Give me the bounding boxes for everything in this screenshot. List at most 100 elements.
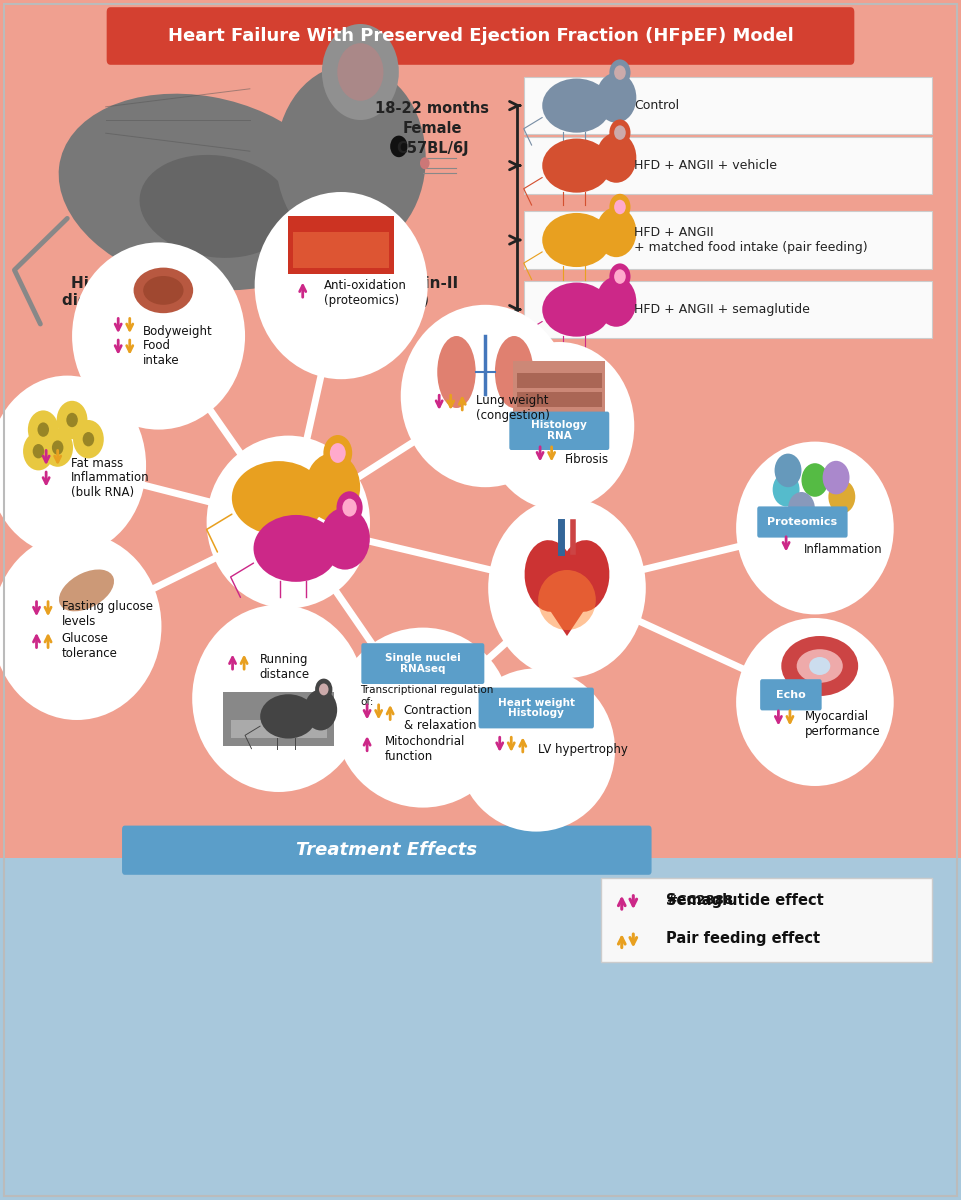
Circle shape <box>596 72 636 122</box>
Circle shape <box>33 444 44 458</box>
Text: HFD + ANGII + vehicle: HFD + ANGII + vehicle <box>634 160 777 172</box>
Ellipse shape <box>542 212 611 268</box>
Circle shape <box>614 125 626 140</box>
Ellipse shape <box>809 658 830 674</box>
Ellipse shape <box>457 668 615 832</box>
Text: Food
intake: Food intake <box>143 338 180 367</box>
Circle shape <box>609 59 630 85</box>
Circle shape <box>305 689 337 731</box>
Circle shape <box>57 401 87 439</box>
Circle shape <box>614 65 626 80</box>
Circle shape <box>23 432 54 470</box>
Ellipse shape <box>254 515 338 582</box>
Ellipse shape <box>495 336 533 408</box>
FancyBboxPatch shape <box>757 506 848 538</box>
Ellipse shape <box>333 238 357 259</box>
Text: Treatment Effects: Treatment Effects <box>296 841 478 859</box>
Ellipse shape <box>260 695 316 738</box>
Ellipse shape <box>361 236 388 259</box>
FancyBboxPatch shape <box>524 77 932 134</box>
Ellipse shape <box>192 605 365 792</box>
Bar <box>293 232 389 268</box>
Text: HFD + ANGII + semaglutide: HFD + ANGII + semaglutide <box>634 304 810 316</box>
Circle shape <box>28 410 59 449</box>
FancyBboxPatch shape <box>509 412 609 450</box>
Ellipse shape <box>143 276 184 305</box>
Text: Inflammation: Inflammation <box>803 544 882 556</box>
Circle shape <box>614 269 626 284</box>
Text: Myocardial
performance: Myocardial performance <box>805 709 881 738</box>
Ellipse shape <box>736 442 894 614</box>
Ellipse shape <box>139 155 293 258</box>
Circle shape <box>823 461 850 494</box>
Text: Inflammation
(bulk RNA): Inflammation (bulk RNA) <box>71 470 150 499</box>
Ellipse shape <box>401 305 570 487</box>
Ellipse shape <box>207 436 370 608</box>
Text: #CC2888: #CC2888 <box>666 894 733 906</box>
Circle shape <box>609 193 630 221</box>
FancyBboxPatch shape <box>122 826 652 875</box>
Circle shape <box>596 133 636 182</box>
FancyBboxPatch shape <box>524 281 932 338</box>
Bar <box>288 216 394 274</box>
Circle shape <box>323 436 353 472</box>
Text: HFD + ANGII
+ matched food intake (pair feeding): HFD + ANGII + matched food intake (pair … <box>634 226 868 254</box>
Text: Heart weight
Histology: Heart weight Histology <box>498 697 575 719</box>
Circle shape <box>801 463 828 497</box>
Ellipse shape <box>484 342 634 510</box>
Ellipse shape <box>542 78 611 133</box>
FancyBboxPatch shape <box>601 878 932 962</box>
Ellipse shape <box>134 268 193 313</box>
Circle shape <box>390 136 407 157</box>
FancyBboxPatch shape <box>524 211 932 269</box>
Circle shape <box>42 428 73 467</box>
Ellipse shape <box>255 192 428 379</box>
Ellipse shape <box>59 570 114 611</box>
Text: Mitochondrial
function: Mitochondrial function <box>384 734 465 763</box>
Text: Semaglutide effect: Semaglutide effect <box>666 893 824 907</box>
Ellipse shape <box>781 636 858 696</box>
Circle shape <box>788 492 815 526</box>
Text: Control: Control <box>634 100 679 112</box>
Text: Running
distance: Running distance <box>259 653 309 682</box>
Text: Glucose
tolerance: Glucose tolerance <box>62 631 117 660</box>
Text: Fasting glucose
levels: Fasting glucose levels <box>62 600 153 629</box>
Ellipse shape <box>341 217 370 244</box>
Text: Angiotensin-II
(ANGII): Angiotensin-II (ANGII) <box>339 276 459 308</box>
Ellipse shape <box>542 138 611 193</box>
Circle shape <box>775 454 801 487</box>
Ellipse shape <box>542 282 611 337</box>
Text: Single nuclei
RNAseq: Single nuclei RNAseq <box>385 653 460 674</box>
Text: 18-22 months
Female
C57BL/6J: 18-22 months Female C57BL/6J <box>376 101 489 156</box>
Text: LV hypertrophy: LV hypertrophy <box>538 744 628 756</box>
Text: Bodyweight: Bodyweight <box>143 325 213 337</box>
Circle shape <box>52 440 63 455</box>
Circle shape <box>306 452 360 521</box>
Circle shape <box>315 679 333 701</box>
Circle shape <box>319 684 329 695</box>
Circle shape <box>596 206 636 257</box>
Circle shape <box>609 263 630 290</box>
Ellipse shape <box>797 649 843 683</box>
Ellipse shape <box>488 498 646 678</box>
Text: +: + <box>262 266 285 294</box>
Circle shape <box>73 420 104 458</box>
FancyBboxPatch shape <box>479 688 594 728</box>
Text: Echo: Echo <box>776 690 805 700</box>
Ellipse shape <box>0 533 161 720</box>
Bar <box>231 720 327 738</box>
Circle shape <box>336 491 362 524</box>
Ellipse shape <box>232 461 326 535</box>
Bar <box>513 361 605 412</box>
Text: Anti-oxidation
(proteomics): Anti-oxidation (proteomics) <box>324 278 407 307</box>
Circle shape <box>276 65 426 252</box>
Text: Histology
RNA: Histology RNA <box>531 420 587 442</box>
Text: Heart Failure With Preserved Ejection Fraction (HFpEF) Model: Heart Failure With Preserved Ejection Fr… <box>167 26 794 44</box>
Circle shape <box>37 422 49 437</box>
Circle shape <box>420 157 430 169</box>
Circle shape <box>596 276 636 326</box>
Ellipse shape <box>72 242 245 430</box>
Ellipse shape <box>525 540 575 612</box>
Ellipse shape <box>334 628 511 808</box>
Text: Lung weight
(congestion): Lung weight (congestion) <box>476 394 550 422</box>
